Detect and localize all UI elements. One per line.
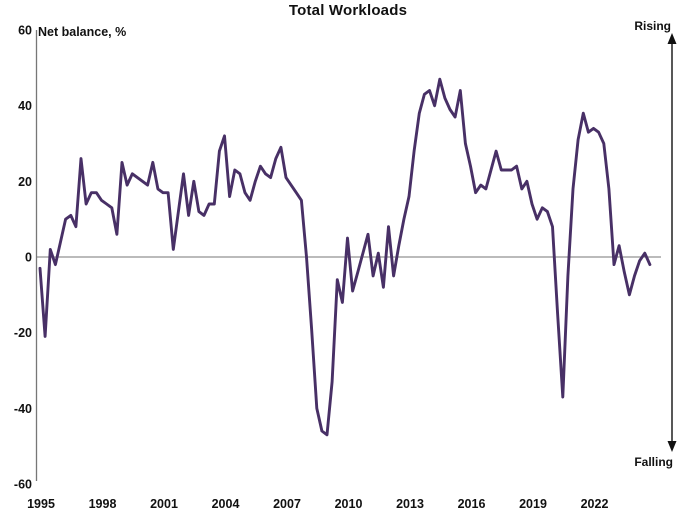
falling-label: Falling [634, 455, 673, 469]
x-tick-label: 2013 [396, 497, 424, 511]
y-tick-label: -20 [14, 326, 32, 340]
series-line [38, 77, 652, 437]
x-tick-label: 2001 [150, 497, 178, 511]
y-tick-label: 0 [25, 251, 32, 265]
y-tick-label: -40 [14, 402, 32, 416]
y-tick-label: -60 [14, 477, 32, 491]
y-tick-label: 20 [18, 175, 32, 189]
y-tick-label: 40 [18, 99, 32, 113]
x-tick-label: 2022 [581, 497, 609, 511]
x-tick-label: 2019 [519, 497, 547, 511]
x-tick-label: 2016 [458, 497, 486, 511]
x-tick-label: 2010 [335, 497, 363, 511]
x-tick-label: 1995 [27, 497, 55, 511]
rising-label: Rising [634, 19, 671, 33]
arrow-up-head-icon [667, 33, 677, 44]
x-tick-label: 2007 [273, 497, 301, 511]
x-tick-label: 1998 [89, 497, 117, 511]
x-tick-label: 2004 [212, 497, 240, 511]
net-balance-axis-label: Net balance, % [38, 25, 127, 39]
y-tick-label: 60 [18, 24, 32, 38]
arrow-down-head-icon [667, 441, 677, 452]
chart-title: Total Workloads [288, 2, 408, 19]
